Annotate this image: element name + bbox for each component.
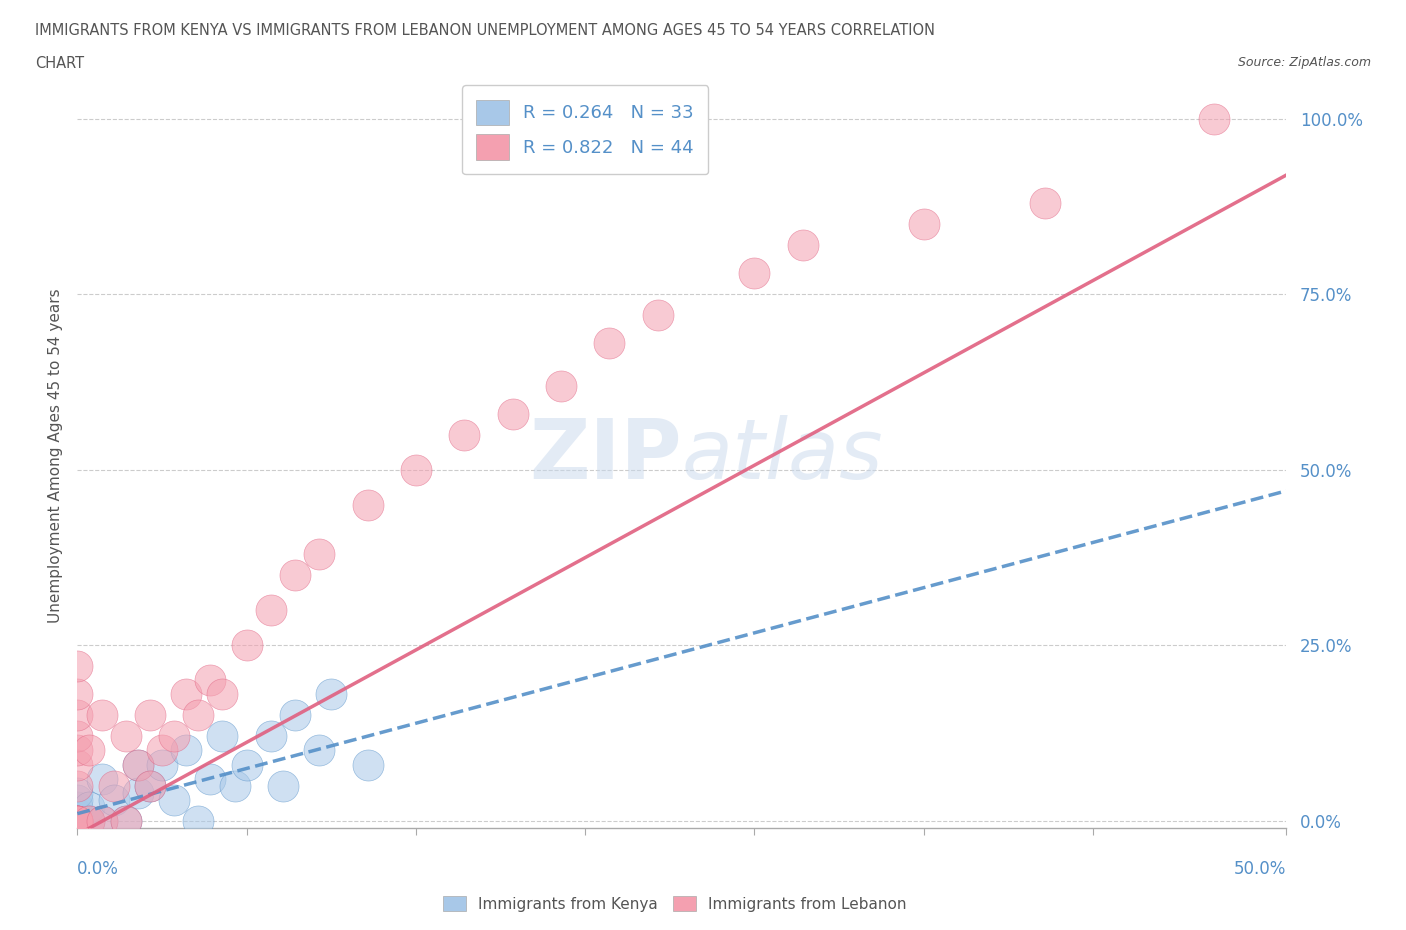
Point	[66, 813, 89, 828]
Text: ZIP: ZIP	[530, 415, 682, 497]
Point	[211, 729, 233, 744]
Point	[598, 336, 620, 351]
Point	[211, 687, 233, 702]
Point	[405, 462, 427, 477]
Point	[356, 757, 378, 772]
Point	[66, 729, 89, 744]
Point	[308, 547, 330, 562]
Point	[66, 799, 89, 814]
Text: atlas: atlas	[682, 415, 883, 497]
Y-axis label: Unemployment Among Ages 45 to 54 years: Unemployment Among Ages 45 to 54 years	[48, 288, 63, 623]
Point	[66, 813, 89, 828]
Point	[224, 778, 246, 793]
Point	[744, 266, 766, 281]
Point	[356, 498, 378, 512]
Point	[114, 729, 136, 744]
Point	[912, 217, 935, 232]
Text: Source: ZipAtlas.com: Source: ZipAtlas.com	[1237, 56, 1371, 69]
Point	[79, 799, 101, 814]
Point	[284, 567, 307, 582]
Point	[1033, 195, 1056, 210]
Point	[308, 743, 330, 758]
Point	[139, 778, 162, 793]
Point	[260, 603, 283, 618]
Point	[174, 687, 197, 702]
Point	[127, 785, 149, 800]
Point	[66, 813, 89, 828]
Point	[453, 427, 475, 442]
Legend: Immigrants from Kenya, Immigrants from Lebanon: Immigrants from Kenya, Immigrants from L…	[437, 889, 912, 918]
Point	[174, 743, 197, 758]
Point	[79, 813, 101, 828]
Text: 0.0%: 0.0%	[77, 860, 120, 878]
Point	[502, 406, 524, 421]
Point	[139, 708, 162, 723]
Point	[127, 757, 149, 772]
Point	[90, 813, 112, 828]
Point	[66, 687, 89, 702]
Point	[163, 792, 186, 807]
Point	[114, 813, 136, 828]
Point	[235, 757, 257, 772]
Point	[792, 238, 814, 253]
Point	[150, 743, 173, 758]
Point	[127, 757, 149, 772]
Point	[163, 729, 186, 744]
Point	[150, 757, 173, 772]
Point	[321, 687, 343, 702]
Text: CHART: CHART	[35, 56, 84, 71]
Point	[103, 778, 125, 793]
Point	[187, 813, 209, 828]
Text: 50.0%: 50.0%	[1234, 860, 1286, 878]
Point	[200, 673, 222, 688]
Point	[66, 757, 89, 772]
Point	[284, 708, 307, 723]
Point	[79, 743, 101, 758]
Point	[271, 778, 294, 793]
Point	[66, 792, 89, 807]
Point	[139, 778, 162, 793]
Point	[1202, 112, 1225, 126]
Point	[66, 806, 89, 821]
Point	[66, 813, 89, 828]
Point	[260, 729, 283, 744]
Point	[103, 792, 125, 807]
Point	[235, 638, 257, 653]
Point	[550, 379, 572, 393]
Point	[66, 708, 89, 723]
Point	[79, 813, 101, 828]
Point	[200, 771, 222, 786]
Point	[66, 813, 89, 828]
Point	[66, 813, 89, 828]
Point	[187, 708, 209, 723]
Text: IMMIGRANTS FROM KENYA VS IMMIGRANTS FROM LEBANON UNEMPLOYMENT AMONG AGES 45 TO 5: IMMIGRANTS FROM KENYA VS IMMIGRANTS FROM…	[35, 23, 935, 38]
Point	[66, 743, 89, 758]
Point	[647, 308, 669, 323]
Point	[66, 785, 89, 800]
Point	[66, 813, 89, 828]
Point	[114, 813, 136, 828]
Legend: R = 0.264   N = 33, R = 0.822   N = 44: R = 0.264 N = 33, R = 0.822 N = 44	[463, 86, 709, 174]
Point	[66, 778, 89, 793]
Point	[90, 771, 112, 786]
Point	[90, 708, 112, 723]
Point	[66, 658, 89, 673]
Point	[90, 813, 112, 828]
Point	[66, 813, 89, 828]
Point	[66, 813, 89, 828]
Point	[66, 813, 89, 828]
Point	[66, 813, 89, 828]
